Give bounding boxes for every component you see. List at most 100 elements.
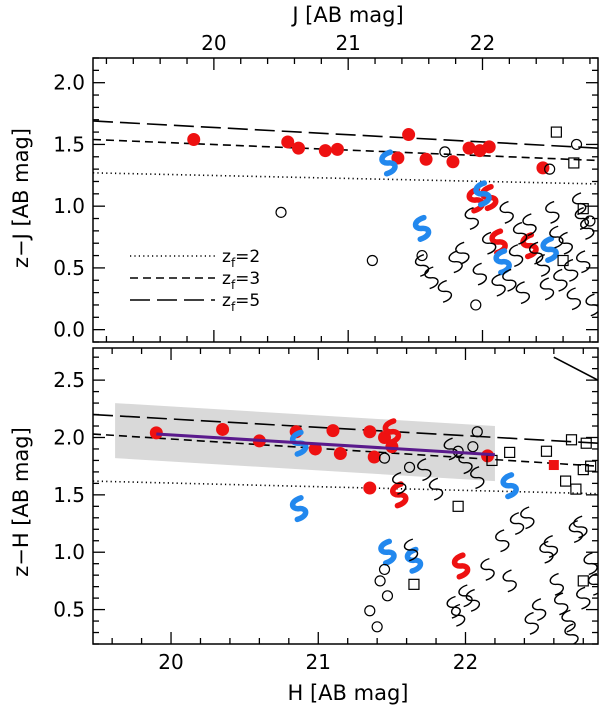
bottom-open-spirals-point — [524, 611, 539, 635]
top-red-filled-circles-point — [446, 155, 460, 169]
bottom-open-spirals-point — [403, 538, 419, 562]
bottom-open-circles-point — [371, 621, 383, 633]
bottom-open-spirals-point — [458, 584, 473, 608]
top-open-circles-point — [275, 206, 287, 218]
top-open-squares-point — [557, 254, 569, 267]
top-open-squares-point — [577, 203, 589, 215]
bottom-xtick-label: 22 — [453, 650, 478, 674]
bottom-red-filled-circles-point — [326, 424, 340, 438]
top-open-spirals-point — [549, 225, 564, 249]
bottom-red-spirals-point — [382, 418, 402, 446]
top-model-line-zf3 — [93, 138, 598, 162]
bottom-open-squares-point — [577, 464, 589, 476]
bottom-open-squares-point — [452, 500, 464, 512]
top-open-spirals-point — [482, 231, 497, 255]
top-model-line-zf2 — [93, 172, 598, 185]
bottom-open-squares-point — [560, 475, 572, 487]
top-red-filled-circles-point — [281, 135, 295, 149]
top-blue-spirals-point — [473, 180, 492, 208]
bottom-open-spirals-point — [564, 623, 579, 644]
top-ytick-label: 0.5 — [53, 256, 85, 280]
top-open-spirals-point — [563, 258, 579, 282]
bottom-ticks — [93, 348, 598, 645]
bottom-red-filled-circles-point — [363, 481, 377, 495]
bottom-plot-area — [93, 356, 598, 644]
bottom-open-circles-point — [378, 452, 391, 464]
bottom-ytick-label: 0.5 — [53, 598, 85, 622]
top-open-spirals-point — [580, 216, 595, 240]
top-blue-spirals-point — [412, 214, 432, 242]
bottom-open-squares-point — [408, 578, 420, 590]
top-red-filled-circles-point — [330, 142, 344, 156]
bottom-xtick-label: 21 — [306, 650, 331, 674]
top-open-spirals-point — [539, 277, 555, 301]
top-red-filled-circles-point — [462, 141, 476, 155]
bottom-open-squares-point — [565, 434, 578, 446]
top-red-filled-circles-point — [391, 151, 405, 165]
top-ytick-label: 2.0 — [53, 71, 85, 95]
top-open-spirals-point — [455, 241, 470, 265]
bottom-ytick-label: 2.5 — [53, 368, 85, 392]
bottom-open-squares-point — [570, 483, 582, 495]
top-open-spirals-point — [545, 200, 560, 224]
bottom-open-circles-point — [381, 590, 394, 602]
bottom-red-filled-circles-point — [308, 442, 322, 456]
bottom-open-squares-point — [580, 437, 592, 449]
bottom-red-filled-circles-point — [216, 422, 230, 436]
bottom-red-square-point — [548, 460, 559, 471]
bottom-open-spirals-point — [583, 552, 598, 576]
bottom-blue-spirals-point — [500, 472, 519, 500]
top-open-spirals-point — [508, 244, 524, 268]
top-red-filled-circles-point — [536, 161, 550, 175]
bottom-blue-spirals-point — [289, 495, 309, 523]
top-open-spirals-point — [414, 253, 430, 277]
top-frame — [92, 57, 599, 343]
top-open-squares-point — [568, 157, 580, 169]
bottom-open-spirals-point — [520, 506, 535, 530]
top-open-squares-point — [550, 126, 562, 138]
bottom-open-spirals-point — [539, 540, 554, 564]
top-open-spirals-point — [558, 231, 573, 255]
top-red-filled-circles-point — [482, 140, 496, 154]
top-open-spirals-point — [502, 268, 517, 292]
bottom-blue-spirals-point — [378, 538, 397, 566]
legend-label: zf=3 — [222, 269, 260, 292]
bottom-red-filled-circles-point — [363, 425, 377, 439]
top-open-spirals-point — [535, 253, 551, 277]
legend: zf=2zf=3zf=5 — [130, 247, 260, 314]
bottom-open-circles-point — [471, 426, 483, 438]
bottom-red-filled-circles-point — [378, 430, 392, 444]
bottom-model-line-zf2 — [93, 480, 598, 495]
top-open-circles-point — [439, 146, 451, 158]
bottom-open-spirals-point — [568, 520, 584, 544]
bottom-open-spirals-point — [531, 598, 547, 622]
bottom-open-circles-point — [467, 441, 479, 453]
bottom-ytick-label: 1.5 — [53, 483, 85, 507]
bottom-red-filled-circles-point — [333, 447, 347, 461]
top-xtick-label: 21 — [335, 31, 360, 55]
bottom-open-squares-point — [577, 575, 589, 587]
top-open-spirals-point — [491, 273, 506, 297]
top-blue-spirals-point — [540, 235, 559, 263]
bottom-x-axis-title: H [AB mag] — [288, 681, 409, 705]
top-open-spirals-point — [464, 207, 479, 230]
top-open-circles-point — [570, 138, 583, 151]
bottom-open-spirals-point — [549, 572, 564, 596]
top-panel: 0.0 0.5 1.0 1.5 2.0 20 21 22 zf=2zf=3zf=5 — [53, 31, 599, 343]
bottom-open-spirals-point — [417, 458, 432, 482]
bottom-open-spirals-point — [553, 592, 569, 616]
bottom-open-spirals-point — [428, 477, 444, 501]
top-open-spirals-point — [515, 281, 530, 305]
top-ytick-label: 0.0 — [53, 318, 85, 342]
bottom-open-spirals-point — [587, 572, 598, 596]
top-open-spirals-point — [512, 221, 528, 245]
top-open-spirals-point — [529, 241, 544, 265]
bottom-open-squares-point — [540, 445, 553, 457]
top-open-spirals-point — [522, 213, 537, 237]
top-red-filled-circles-point — [419, 152, 433, 166]
top-red-filled-circles-point — [187, 132, 201, 146]
top-open-spirals-point — [576, 250, 591, 274]
top-ytick-label: 1.5 — [53, 132, 85, 156]
bottom-open-circles-point — [374, 575, 386, 587]
